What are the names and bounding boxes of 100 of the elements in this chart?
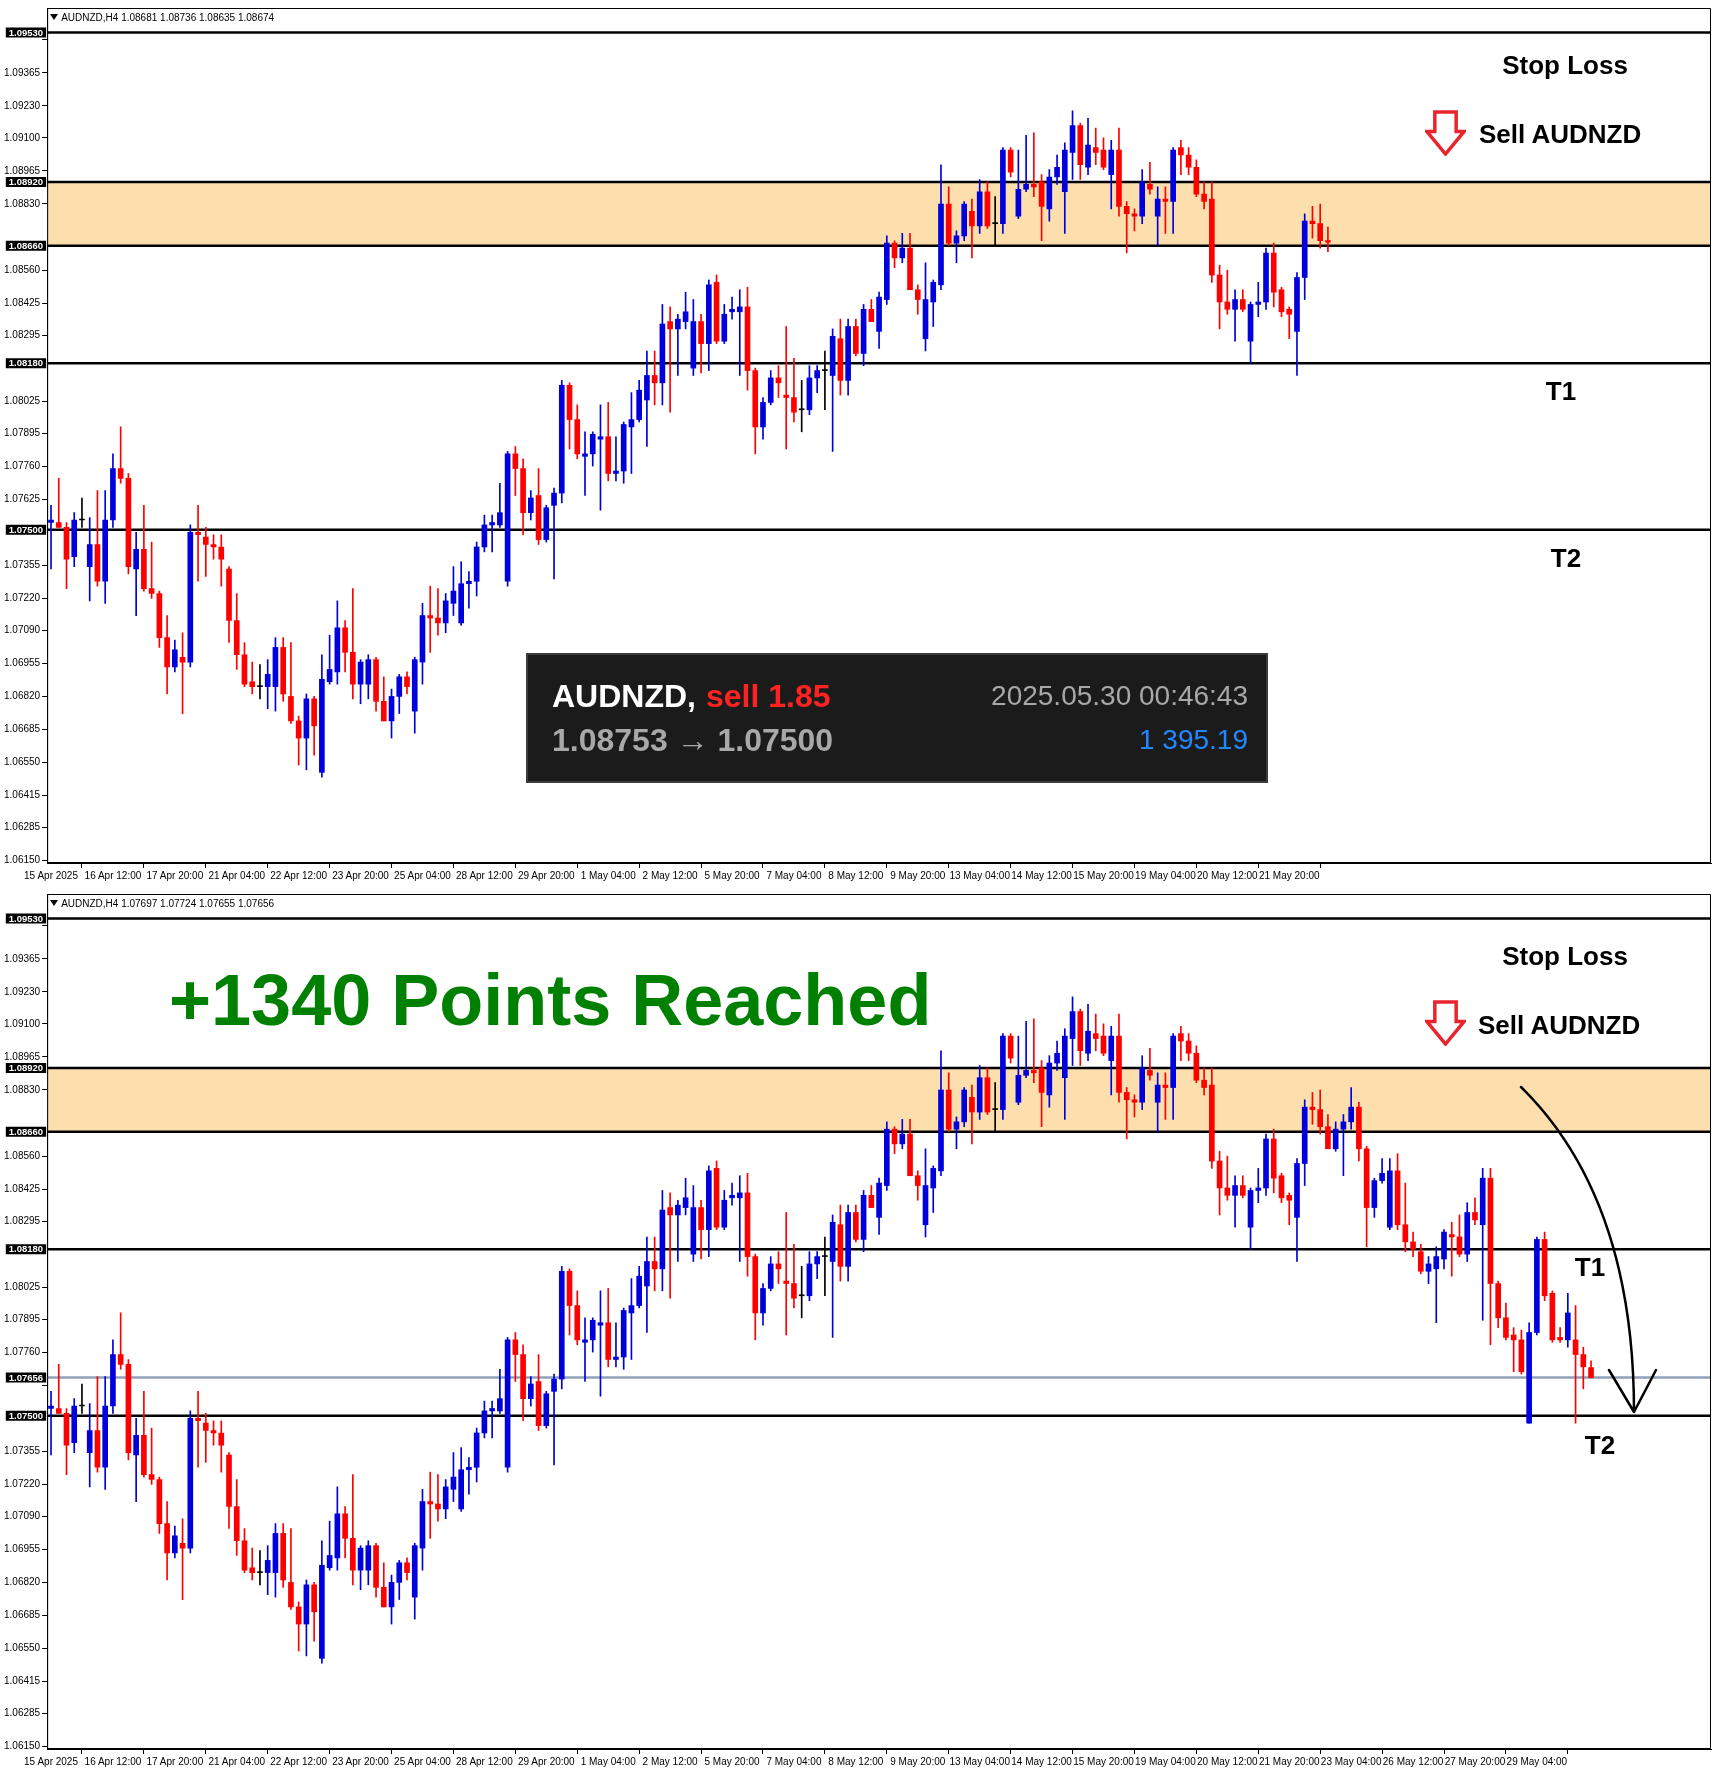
candlestick xyxy=(1092,1013,1099,1052)
candlestick xyxy=(729,1182,735,1206)
x-tick-label: 7 May 04:00 xyxy=(766,869,822,881)
x-tick-label: 5 May 20:00 xyxy=(704,869,760,881)
x-tick-label: 8 May 12:00 xyxy=(828,869,884,881)
y-tick-label: 1.06685 xyxy=(3,723,41,735)
y-tick-label: 1.08025 xyxy=(3,1280,41,1292)
candlestick xyxy=(783,1212,790,1336)
candlestick xyxy=(427,1471,434,1539)
x-tick-label: 8 May 12:00 xyxy=(828,1755,884,1767)
y-tick-label: 1.06820 xyxy=(3,690,41,702)
x-tick-label: 1 May 04:00 xyxy=(580,869,637,881)
candlestick xyxy=(55,478,62,528)
x-tick-label: 26 May 12:00 xyxy=(1382,1755,1444,1767)
ref-line-label: 1.09530 xyxy=(8,912,44,924)
annotation: Stop Loss xyxy=(1502,49,1628,81)
x-tick-label: 21 May 20:00 xyxy=(1258,869,1320,881)
x-tick-label: 20 May 12:00 xyxy=(1197,1755,1259,1767)
y-tick-label: 1.08425 xyxy=(3,296,41,308)
candlestick xyxy=(1224,269,1231,315)
x-tick-label: 15 Apr 2025 xyxy=(24,869,79,881)
x-tick-label: 13 May 04:00 xyxy=(949,869,1011,881)
y-tick-label: 1.07355 xyxy=(3,1445,41,1457)
candlestick xyxy=(257,664,263,700)
x-tick-label: 21 May 20:00 xyxy=(1258,1755,1320,1767)
x-tick-label: 16 Apr 12:00 xyxy=(84,1755,142,1767)
candlestick xyxy=(1286,1192,1293,1226)
x-tick-label: 7 May 04:00 xyxy=(766,1755,822,1767)
x-tick-label: 17 Apr 20:00 xyxy=(146,1755,204,1767)
candlestick xyxy=(1178,139,1184,175)
y-tick-label: 1.09230 xyxy=(3,99,41,111)
annotation: 1 395.19 xyxy=(1139,724,1248,756)
x-tick-label: 14 May 12:00 xyxy=(1011,869,1073,881)
x-tick-label: 2 May 12:00 xyxy=(642,1755,699,1767)
y-tick-label: 1.06415 xyxy=(3,789,41,801)
annotation: Sell AUDNZD xyxy=(1478,1009,1641,1041)
candlestick xyxy=(1147,1048,1153,1081)
candlestick xyxy=(1232,1175,1238,1228)
y-tick-label: 1.08965 xyxy=(3,1050,41,1062)
x-tick-label: 19 May 04:00 xyxy=(1135,869,1197,881)
annotation: AUDNZD, xyxy=(552,677,696,715)
x-tick-label: 28 Apr 12:00 xyxy=(456,1755,514,1767)
ref-line-label: 1.08920 xyxy=(8,1062,44,1074)
x-tick-label: 29 May 04:00 xyxy=(1506,1755,1568,1767)
annotation: T1 xyxy=(1574,1251,1606,1283)
candlestick xyxy=(249,1547,256,1581)
x-tick-label: 9 May 20:00 xyxy=(890,1755,946,1767)
candlestick xyxy=(257,1550,263,1586)
candlestick xyxy=(1557,1327,1563,1343)
candlestick xyxy=(55,1364,62,1414)
y-tick-label: 1.06955 xyxy=(3,1543,41,1555)
y-tick-label: 1.08295 xyxy=(3,328,41,340)
candlestick xyxy=(1325,226,1331,253)
candlestick xyxy=(1023,1021,1029,1079)
candlestick xyxy=(729,296,735,320)
y-tick-label: 1.09365 xyxy=(3,952,41,964)
candlestick xyxy=(551,1373,557,1466)
candlestick xyxy=(1255,282,1262,318)
y-tick-label: 1.07355 xyxy=(3,559,41,571)
y-tick-label: 1.07760 xyxy=(3,1345,41,1357)
x-tick-label: 19 May 04:00 xyxy=(1135,1755,1197,1767)
ref-line-label: 1.08180 xyxy=(8,1243,44,1255)
candlestick xyxy=(791,1244,797,1309)
ref-line-label: 1.08180 xyxy=(8,357,44,369)
ref-line-label: 1.08660 xyxy=(8,239,44,251)
x-tick-label: 20 May 12:00 xyxy=(1197,869,1259,881)
y-tick-label: 1.06685 xyxy=(3,1609,41,1621)
y-tick-label: 1.08830 xyxy=(3,1083,41,1095)
ref-line-label: 1.07656 xyxy=(8,1371,44,1383)
y-tick-label: 1.08560 xyxy=(3,263,41,275)
text: Sell AUDNZD xyxy=(1479,118,1642,150)
annotation: T2 xyxy=(1584,1429,1616,1461)
y-tick-label: 1.07220 xyxy=(3,592,41,604)
y-tick-label: 1.06820 xyxy=(3,1576,41,1588)
y-tick-label: 1.06150 xyxy=(3,854,41,866)
y-tick-label: 1.07090 xyxy=(3,1510,41,1522)
y-tick-label: 1.09230 xyxy=(3,985,41,997)
y-tick-label: 1.07625 xyxy=(3,492,41,504)
candlestick xyxy=(133,531,139,616)
x-tick-label: 28 Apr 12:00 xyxy=(456,869,514,881)
candlestick xyxy=(218,534,225,587)
candlestick xyxy=(218,1420,225,1473)
y-tick-label: 1.06285 xyxy=(3,1707,41,1719)
y-tick-label: 1.07090 xyxy=(3,624,41,636)
x-tick-label: 13 May 04:00 xyxy=(949,1755,1011,1767)
y-tick-label: 1.06955 xyxy=(3,657,41,669)
candlestick xyxy=(667,1192,673,1299)
ref-line-label: 1.08660 xyxy=(8,1125,44,1137)
x-tick-label: 23 Apr 20:00 xyxy=(332,1755,390,1767)
candlestick xyxy=(1147,162,1153,195)
candlestick xyxy=(1092,127,1099,166)
candlestick xyxy=(1178,1025,1184,1061)
candlestick xyxy=(489,514,495,553)
x-tick-label: 23 Apr 20:00 xyxy=(332,869,390,881)
x-tick-label: 25 Apr 04:00 xyxy=(394,1755,452,1767)
ref-line-label: 1.07500 xyxy=(8,523,44,535)
y-tick-label: 1.09100 xyxy=(3,1017,41,1029)
candlestick xyxy=(1123,1087,1130,1140)
y-tick-label: 1.06550 xyxy=(3,1642,41,1654)
candlestick xyxy=(48,504,54,570)
